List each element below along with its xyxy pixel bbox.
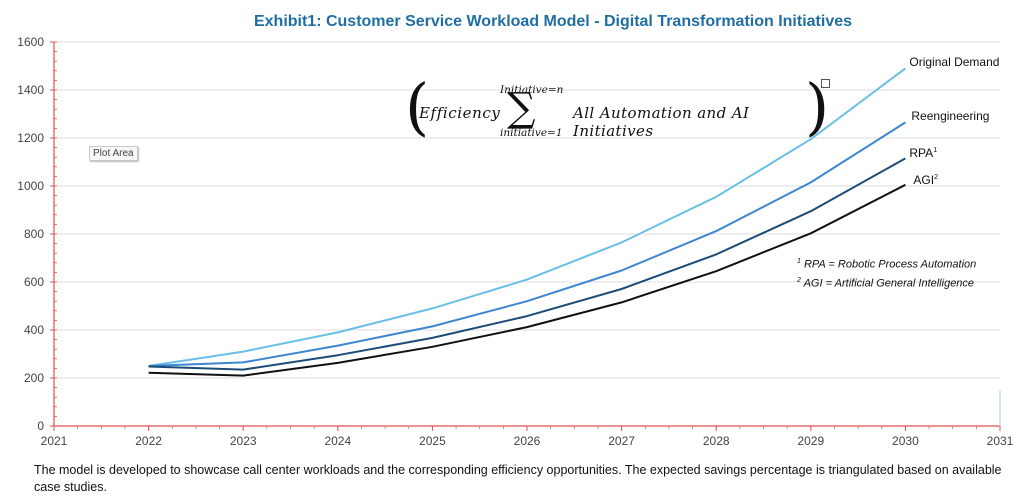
x-tick-label: 2028 — [703, 434, 730, 448]
series-label-name: RPA — [909, 146, 934, 161]
formula-lhs: Efficiency — [419, 104, 501, 122]
efficiency-formula: ( Efficiency Initiative=n ∑ initiative=1… — [405, 72, 829, 148]
x-tick-label: 2023 — [230, 434, 257, 448]
series-line-rpa — [148, 157, 906, 371]
series-label: Reengineering — [911, 109, 989, 123]
x-tick-label: 2026 — [514, 434, 541, 448]
series-label: RPA1 — [909, 146, 937, 160]
chart-title: Exhibit1: Customer Service Workload Mode… — [253, 13, 853, 30]
axes — [50, 41, 1001, 431]
y-tick-label: 600 — [24, 275, 44, 289]
y-tick-label: 400 — [24, 323, 44, 337]
y-tick-label: 1200 — [17, 131, 44, 145]
formula-right-paren: ) — [805, 70, 830, 143]
y-tick-label: 1600 — [17, 35, 44, 49]
footnotes: 1 RPA = Robotic Process Automation 2 AGI… — [797, 254, 976, 291]
footnote-agi: 2 AGI = Artificial General Intelligence — [797, 273, 976, 292]
y-tick-label: 800 — [24, 227, 44, 241]
y-tick-label: 1000 — [17, 179, 44, 193]
plot-area-tooltip: Plot Area — [89, 146, 138, 161]
footnote-marker: 1 — [797, 258, 801, 265]
x-tick-label: 2022 — [135, 434, 162, 448]
series-label: AGI2 — [913, 173, 938, 187]
summation-icon: ∑ — [507, 85, 536, 131]
gridlines — [54, 41, 1000, 379]
y-tick-label: 0 — [37, 419, 44, 433]
x-tick-label: 2027 — [608, 434, 635, 448]
series-lines — [148, 67, 906, 377]
series-label-sup: 2 — [934, 173, 938, 181]
series-label-name: Reengineering — [911, 109, 990, 124]
series-label-name: AGI — [913, 172, 935, 187]
x-tick-label: 2030 — [892, 434, 919, 448]
x-tick-label: 2025 — [419, 434, 446, 448]
formula-left-paren: ( — [405, 70, 430, 143]
y-tick-label: 200 — [24, 371, 44, 385]
formula-rhs: All Automation and AI Initiatives — [573, 104, 750, 140]
footnote-text: AGI = Artificial General Intelligence — [803, 277, 975, 290]
x-tick-label: 2024 — [324, 434, 351, 448]
formula-upper-limit: Initiative=n — [500, 84, 564, 96]
footnote-rpa: 1 RPA = Robotic Process Automation — [797, 254, 976, 273]
series-line-reengineering — [148, 121, 906, 367]
series-line-agi — [148, 183, 906, 377]
y-tick-label: 1400 — [17, 83, 44, 97]
caption: The model is developed to showcase call … — [34, 463, 1002, 494]
x-tick-label: 2031 — [987, 434, 1014, 448]
series-label-name: Original Demand — [909, 55, 1000, 70]
footnote-marker: 2 — [797, 276, 801, 284]
series-label: Original Demand — [909, 55, 999, 69]
formula-lower-limit: initiative=1 — [500, 127, 563, 139]
x-tick-label: 2029 — [797, 434, 824, 448]
footnote-text: RPA = Robotic Process Automation — [803, 258, 977, 271]
x-tick-label: 2021 — [41, 434, 68, 448]
series-label-sup: 1 — [933, 147, 938, 155]
series-line-original-demand — [148, 67, 906, 367]
selection-handle-icon[interactable] — [821, 79, 830, 88]
tick-labels: 0 200 400 600 800 1000 1200 1400 1600 2021 2022 202… — [17, 35, 1013, 448]
